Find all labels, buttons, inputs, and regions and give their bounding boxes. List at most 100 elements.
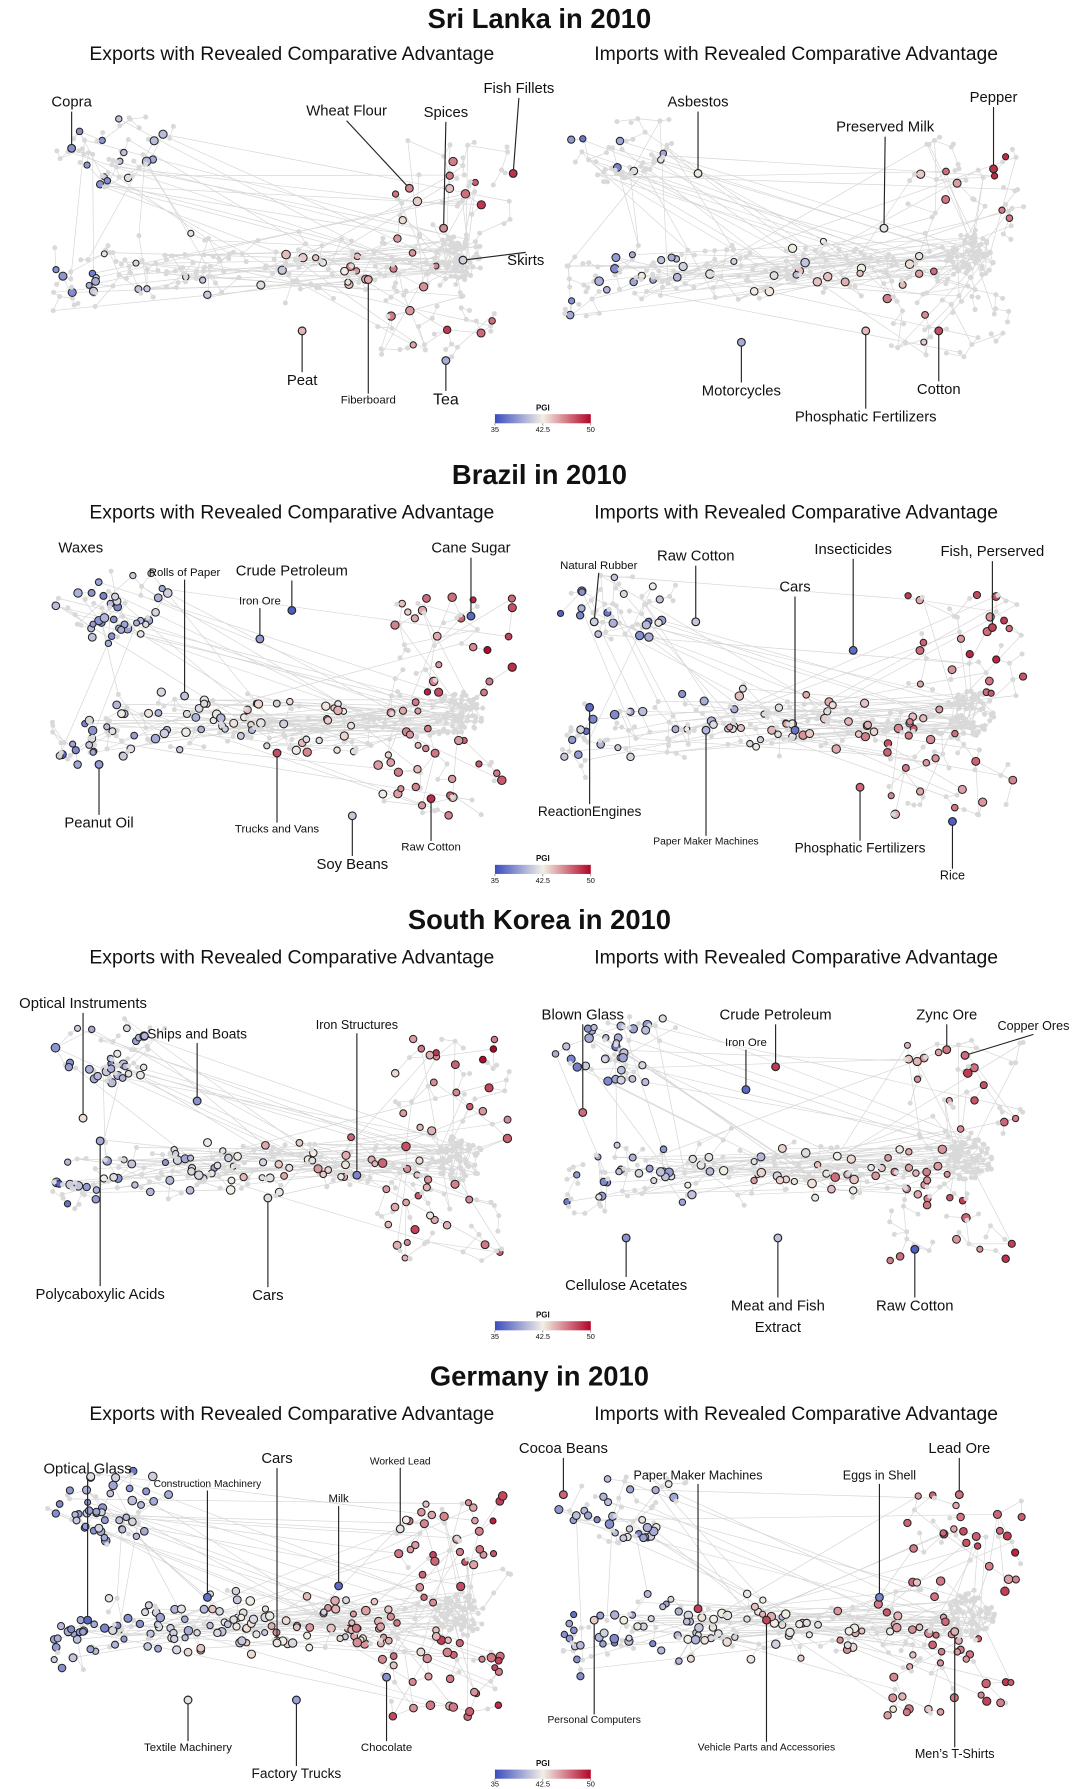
rca-node <box>371 1160 379 1168</box>
rca-node <box>432 631 442 641</box>
node <box>885 718 891 724</box>
node <box>939 297 945 303</box>
node <box>443 1159 449 1165</box>
node <box>935 278 941 284</box>
rca-node <box>882 293 892 304</box>
rca-node <box>73 588 83 598</box>
node <box>466 183 472 189</box>
edge <box>327 239 342 270</box>
rca-node <box>417 801 427 810</box>
node <box>972 227 978 233</box>
node <box>290 278 296 284</box>
node <box>417 231 423 237</box>
edge <box>662 1018 984 1145</box>
node <box>459 640 465 647</box>
node <box>401 642 407 648</box>
node <box>109 1056 115 1062</box>
node <box>976 659 982 665</box>
rca-node <box>424 724 432 733</box>
node <box>673 750 679 756</box>
node <box>282 300 288 306</box>
node <box>491 311 497 317</box>
edge <box>462 1234 480 1253</box>
node <box>269 727 275 733</box>
node <box>440 259 446 265</box>
rca-node <box>671 725 680 734</box>
rca-node <box>426 1211 435 1220</box>
node <box>397 655 403 661</box>
node <box>76 1201 82 1207</box>
node <box>614 720 620 726</box>
node <box>276 1150 282 1156</box>
rca-node <box>1005 624 1013 633</box>
node <box>75 300 81 306</box>
node <box>146 1179 152 1185</box>
node <box>68 276 74 282</box>
node <box>461 1091 467 1097</box>
rca-node <box>812 277 823 287</box>
node <box>383 298 389 304</box>
node <box>73 1065 79 1071</box>
rca-node <box>378 789 388 799</box>
node <box>133 1144 139 1151</box>
node <box>106 732 112 738</box>
rca-node <box>447 592 457 603</box>
rca-node <box>497 775 507 785</box>
node <box>201 744 207 750</box>
node <box>125 1056 131 1062</box>
node <box>441 1167 447 1173</box>
node <box>443 720 449 726</box>
rca-node <box>144 708 154 718</box>
edge <box>644 131 827 261</box>
nodes <box>551 1014 1026 1265</box>
node <box>735 296 741 302</box>
edge <box>651 154 995 177</box>
edge <box>777 733 915 758</box>
node <box>469 797 475 803</box>
node <box>1005 319 1011 325</box>
node <box>436 1158 442 1164</box>
node <box>270 1154 276 1160</box>
node <box>961 354 967 360</box>
node <box>956 293 962 299</box>
node <box>783 266 789 272</box>
node <box>1001 184 1007 190</box>
node <box>202 237 208 243</box>
node <box>460 163 466 169</box>
node <box>455 275 461 281</box>
node <box>983 270 989 276</box>
node <box>125 137 131 143</box>
node <box>361 715 367 721</box>
edge <box>637 118 660 122</box>
rca-node <box>914 251 924 261</box>
rca-node <box>386 758 396 767</box>
node <box>172 1153 178 1159</box>
node <box>708 733 714 739</box>
node <box>564 732 570 738</box>
rca-node <box>165 1175 175 1185</box>
node <box>984 240 990 246</box>
node <box>454 203 460 209</box>
node <box>242 706 248 712</box>
rca-node <box>408 249 417 257</box>
node <box>731 246 737 252</box>
rca-node <box>567 135 576 144</box>
rca-node <box>445 183 455 193</box>
node <box>943 350 949 356</box>
nodes <box>49 568 517 820</box>
node <box>425 1200 431 1206</box>
node <box>349 238 355 244</box>
node <box>432 1096 438 1102</box>
node <box>979 251 985 257</box>
rca-node <box>133 619 141 627</box>
rca-node <box>323 716 333 725</box>
node <box>140 152 146 158</box>
node <box>447 1206 453 1212</box>
node <box>416 172 422 178</box>
rca-node <box>483 646 492 655</box>
rca-node <box>382 1185 391 1194</box>
node <box>895 345 901 351</box>
edge <box>854 225 1012 287</box>
rca-node <box>103 723 111 731</box>
node <box>154 1175 160 1181</box>
